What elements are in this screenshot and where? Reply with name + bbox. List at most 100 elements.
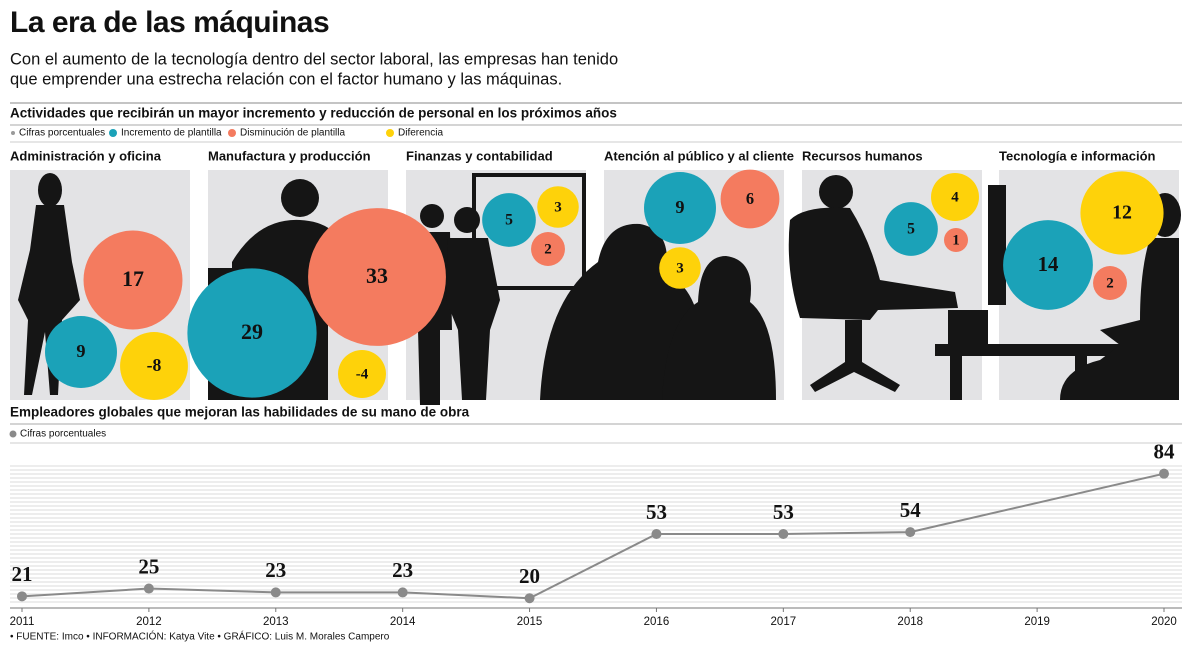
bubble-label: 5	[505, 212, 513, 229]
data-label: 23	[265, 558, 286, 582]
silhouette	[988, 185, 1006, 305]
bubble	[531, 232, 565, 266]
point	[143, 583, 154, 594]
bubble-label: 5	[907, 221, 915, 238]
stripes	[10, 465, 1182, 603]
panel-title: Atención al público y al cliente	[604, 148, 794, 163]
data-label: 54	[900, 498, 922, 522]
silhouette	[948, 310, 988, 345]
silhouette	[810, 320, 900, 392]
x-tick-label: 2018	[897, 616, 923, 628]
data-label: 84	[1154, 439, 1176, 463]
x-tick-label: 2014	[390, 616, 416, 628]
bubble	[338, 350, 386, 398]
bubble	[83, 230, 183, 330]
point	[778, 529, 789, 540]
data-label: 53	[773, 500, 794, 524]
silhouette	[38, 173, 62, 207]
bubble-label: -8	[147, 355, 162, 375]
legend-label: Cifras porcentuales	[19, 128, 105, 139]
silhouette	[1060, 238, 1179, 400]
section-title: Actividades que recibirán un mayor incre…	[10, 106, 617, 121]
bubble	[187, 268, 317, 398]
panel-title: Recursos humanos	[802, 148, 923, 163]
legend-label: Disminución de plantilla	[240, 128, 345, 139]
frame	[472, 173, 586, 290]
silhouette	[18, 205, 80, 395]
legend-label: Cifras porcentuales	[20, 429, 106, 440]
silhouette	[446, 238, 500, 400]
bubble-label: 6	[746, 189, 754, 208]
series-line	[21, 472, 1165, 600]
silhouette	[788, 207, 958, 320]
point	[905, 527, 916, 538]
point	[651, 529, 662, 540]
x-tick-label: 2015	[517, 616, 543, 628]
silhouette	[819, 175, 853, 209]
legend-label: Diferencia	[398, 128, 443, 139]
bubble	[537, 186, 579, 228]
bubble	[944, 228, 968, 252]
bubble	[1003, 220, 1093, 310]
panel-title: Administración y oficina	[10, 148, 162, 163]
data-label: 23	[392, 558, 413, 582]
legend-swatch	[386, 129, 394, 137]
bubble	[120, 332, 188, 400]
silhouette	[281, 179, 319, 217]
bubble	[931, 173, 979, 221]
legend-dot	[11, 131, 15, 135]
bubble-label: 2	[1106, 275, 1114, 291]
source: • FUENTE: Imco • INFORMACIÓN: Katya Vite…	[10, 630, 390, 643]
point	[524, 593, 535, 604]
page-title: La era de las máquinas	[10, 6, 329, 39]
bubble	[884, 202, 938, 256]
x-tick-label: 2013	[263, 616, 289, 628]
silhouette	[420, 204, 444, 228]
bubble-label: 2	[544, 241, 552, 257]
bubble-label: -4	[356, 366, 369, 382]
data-label: 53	[646, 500, 667, 524]
bubble-label: 1	[952, 232, 960, 248]
bubble	[1093, 266, 1127, 300]
bubble-label: 3	[676, 260, 684, 276]
legend-swatch	[9, 430, 17, 438]
bubble	[720, 169, 780, 229]
bubble-label: 4	[951, 189, 959, 205]
data-label: 20	[519, 564, 540, 588]
x-tick-label: 2011	[10, 616, 35, 628]
panel-title: Manufactura y producción	[208, 148, 371, 163]
x-tick-label: 2017	[771, 616, 797, 628]
point	[397, 587, 408, 598]
point	[1159, 468, 1169, 479]
bubble-label: 14	[1038, 252, 1059, 276]
intro-line: que emprender una estrecha relación con …	[10, 70, 562, 88]
silhouette	[950, 356, 962, 400]
silhouette	[662, 256, 776, 400]
bubble	[308, 208, 446, 346]
data-label: 21	[12, 562, 33, 586]
bubble	[482, 193, 536, 247]
silhouette	[454, 207, 480, 233]
intro-line: Con el aumento de la tecnología dentro d…	[10, 50, 618, 68]
data-label: 25	[138, 554, 159, 578]
bubble-label: 12	[1112, 202, 1132, 224]
silhouette	[935, 344, 1135, 356]
legend-swatch	[228, 129, 236, 137]
bubble-label: 33	[366, 263, 388, 288]
bubble-label: 3	[554, 199, 562, 215]
legend-label: Incremento de plantilla	[121, 128, 222, 139]
bubble	[644, 172, 716, 244]
x-tick-label: 2012	[136, 616, 162, 628]
x-tick-label: 2020	[1151, 616, 1177, 628]
bubble	[659, 247, 701, 289]
legend-swatch	[109, 129, 117, 137]
point	[17, 591, 27, 602]
bubble-label: 29	[241, 319, 263, 344]
x-tick-label: 2019	[1024, 616, 1050, 628]
bubble	[45, 316, 117, 388]
x-tick-label: 2016	[644, 616, 670, 628]
bubble-label: 17	[122, 266, 144, 291]
panel-title: Finanzas y contabilidad	[406, 148, 553, 163]
